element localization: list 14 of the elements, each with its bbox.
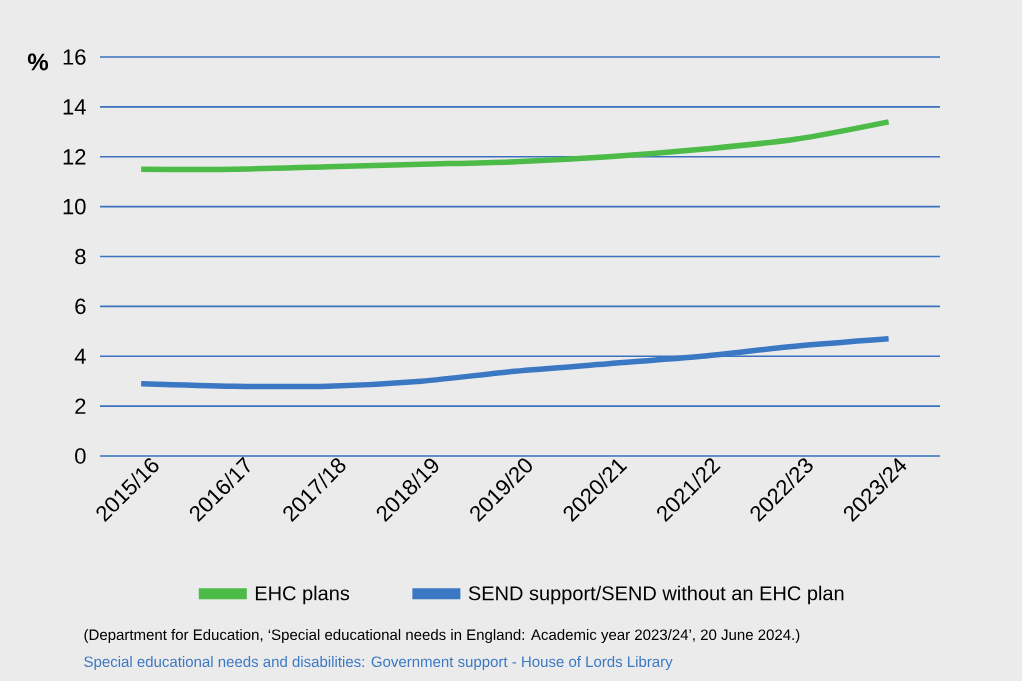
- legend-label: SEND support/SEND without an EHC plan: [468, 585, 844, 605]
- text: Special educational needs and disabilities: Government support - House of Lords Library: [84, 656, 673, 670]
- legend-label: EHC plans: [255, 585, 350, 605]
- y-tick-label: 8: [75, 248, 86, 265]
- y-tick-label: 6: [75, 298, 86, 315]
- y-tick-label: 16: [63, 49, 86, 65]
- y-tick-label: 2: [75, 398, 86, 414]
- text: (Department for Education, ‘Special educational needs in England: Academic year 2023/24’, 20 June 2024.): [84, 629, 800, 643]
- y-tick-label: 14: [63, 99, 86, 115]
- y-tick-label: 12: [63, 149, 86, 165]
- y-tick-label: 10: [63, 198, 86, 215]
- y-tick-label: 0: [75, 448, 86, 464]
- y-axis-title: %: [27, 53, 49, 71]
- y-tick-label: 4: [74, 348, 86, 364]
